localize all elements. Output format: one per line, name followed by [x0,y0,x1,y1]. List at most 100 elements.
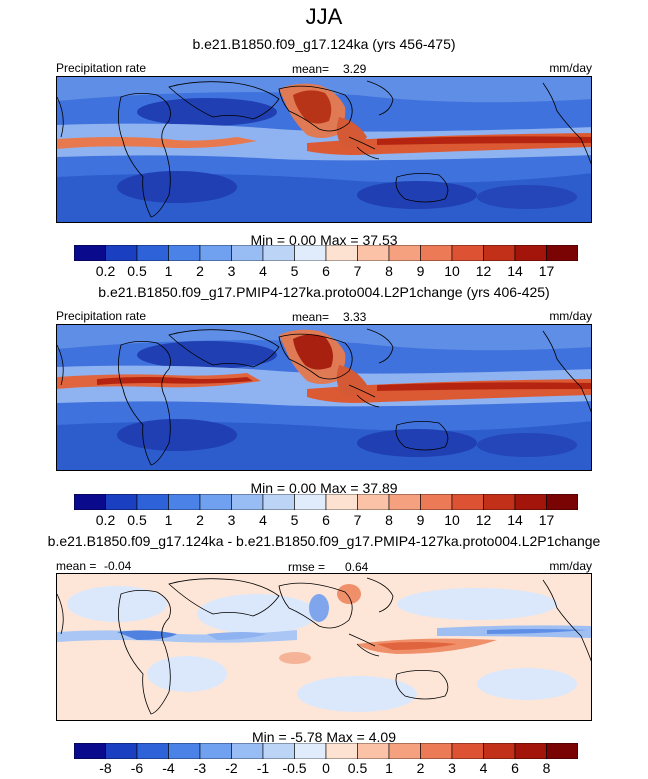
colorbar-swatch [199,743,232,759]
colorbar-tick-label: 14 [507,512,523,528]
panel2-variable-label: Precipitation rate [56,309,147,323]
colorbar-tick-label: 4 [259,512,267,528]
colorbar-swatch [514,245,547,261]
colorbar-tick-label: 10 [444,263,460,279]
colorbar-tick-label: 2 [196,512,204,528]
panel3-colorbar [74,743,578,759]
colorbar-swatch [74,245,106,261]
colorbar-swatch [325,494,358,510]
colorbar-swatch [546,743,578,759]
colorbar-swatch [388,743,421,759]
colorbar-swatch [262,245,295,261]
colorbar-tick-label: 0.5 [127,512,147,528]
colorbar-swatch [74,743,106,759]
colorbar-tick-label: 5 [290,263,299,279]
colorbar-swatch [420,245,453,261]
panel1-variable-label: Precipitation rate [56,61,147,75]
colorbar-swatch [262,743,295,759]
colorbar-swatch [451,494,484,510]
panel3-mean-label: mean = [56,559,97,573]
colorbar-tick-label: 12 [475,512,492,528]
panel3-max-value: 4.09 [368,729,396,745]
colorbar-tick-label: 8 [542,760,551,776]
colorbar-tick-label: -4 [162,760,175,776]
colorbar-tick-label: -1 [256,760,270,776]
colorbar-tick-label: 0.2 [95,512,116,528]
colorbar-tick-label: -6 [130,760,144,776]
colorbar-tick-label: 7 [353,263,362,279]
colorbar-swatch [388,245,421,261]
colorbar-tick-label: -3 [193,760,207,776]
panel3-map [56,573,592,721]
panel2-mean-label: mean= [292,310,330,324]
colorbar-swatch [546,494,578,510]
colorbar-tick-label: 0.5 [347,760,368,776]
panel3-rmse-value: 0.64 [345,560,369,574]
colorbar-swatch [451,743,484,759]
panel1-min-label: Min = [250,232,286,248]
colorbar-swatch [546,245,578,261]
colorbar-tick-label: 0.5 [127,263,147,279]
colorbar-tick-label: 1 [164,263,173,279]
panel2-max-value: 37.89 [362,480,398,496]
colorbar-tick-label: 4 [259,263,267,279]
panel1-subtitle: b.e21.B1850.f09_g17.124ka (yrs 456-475) [192,36,456,52]
colorbar-swatch [199,245,232,261]
colorbar-swatch [514,743,547,759]
colorbar-tick-label: 6 [322,263,330,279]
colorbar-tick-label: 5 [290,512,299,528]
colorbar-tick-label: 3 [227,263,236,279]
colorbar-swatch [451,245,484,261]
colorbar-tick-label: 1 [164,512,173,528]
panel1-mean-value: 3.29 [343,62,367,76]
colorbar-tick-label: 6 [322,512,330,528]
colorbar-tick-label: -8 [99,760,112,776]
panel2-map [56,324,592,471]
panel2-min-value: 0.00 [288,480,317,496]
colorbar-swatch [136,743,169,759]
panel1-colorbar-ticks: 0.2 0.5 1 2 3 4 5 6 7 8 9 10 12 14 17 [74,263,578,279]
colorbar-swatch [168,743,201,759]
panel3-units: mm/day [549,559,592,573]
panel2-colorbar-ticks: 0.2 0.5 1 2 3 4 5 6 7 8 9 10 12 14 17 [74,512,578,528]
colorbar-swatch [483,743,516,759]
colorbar-tick-label: -0.5 [282,760,307,776]
colorbar-swatch [168,245,201,261]
colorbar-swatch [199,494,232,510]
panel1-units: mm/day [549,61,592,75]
colorbar-tick-label: 17 [538,512,555,528]
colorbar-swatch [294,245,327,261]
colorbar-swatch [105,743,138,759]
colorbar-swatch [357,743,390,759]
panel3-min-label: Min = [252,729,287,745]
panel1-mean-label: mean= [292,62,330,76]
panel3-colorbar-ticks: -8 -6 -4 -3 -2 -1 -0.5 0 0.5 1 2 3 4 6 8 [74,760,578,776]
colorbar-swatch [294,494,327,510]
colorbar-tick-label: 3 [448,760,456,776]
colorbar-tick-label: 8 [385,263,393,279]
colorbar-swatch [294,743,327,759]
panel3-min-value: -5.78 [290,729,323,745]
colorbar-swatch [231,743,264,759]
panel3-mean-value: -0.04 [104,559,132,573]
panel1-map [56,76,592,223]
colorbar-swatch [136,494,169,510]
colorbar-tick-label: 14 [507,263,523,279]
panel2-colorbar [74,494,578,510]
panel1-max-value: 37.53 [362,232,398,248]
panel2-max-label: Max = [320,480,359,496]
colorbar-swatch [136,245,169,261]
colorbar-swatch [105,494,138,510]
colorbar-swatch [105,245,138,261]
colorbar-tick-label: 9 [416,512,425,528]
colorbar-tick-label: 7 [353,512,362,528]
colorbar-swatch [325,743,358,759]
panel3-max-label: Max = [326,729,365,745]
colorbar-swatch [483,494,516,510]
colorbar-swatch [74,494,106,510]
panel1-min-value: 0.00 [288,232,317,248]
panel1-minmax: Min = 0.00 Max = 37.53 [0,232,648,248]
colorbar-tick-label: 9 [416,263,425,279]
panel2-subtitle: b.e21.B1850.f09_g17.PMIP4-127ka.proto004… [98,284,550,300]
colorbar-tick-label: 17 [538,263,555,279]
